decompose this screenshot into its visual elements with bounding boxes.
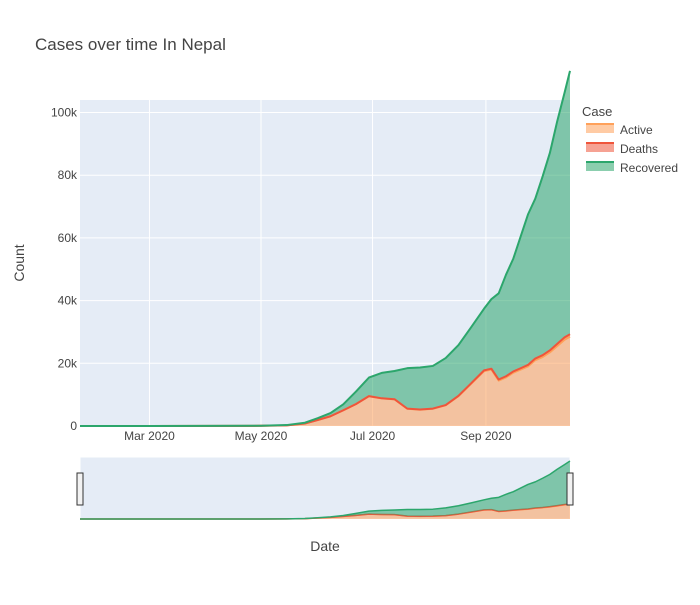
x-tick-labels: Mar 2020 May 2020 Jul 2020 Sep 2020	[124, 429, 512, 443]
deaths-legend-label[interactable]: Deaths	[620, 142, 658, 156]
recovered-legend-swatch	[586, 162, 614, 171]
y-tick-labels: 0 20k 40k 60k 80k 100k	[51, 106, 78, 433]
recovered-legend-label[interactable]: Recovered	[620, 161, 678, 175]
y-axis-label: Count	[11, 244, 27, 281]
deaths-legend-swatch	[586, 143, 614, 152]
series-areas	[80, 70, 570, 426]
y-tick-label: 0	[70, 419, 77, 433]
series-lines	[80, 70, 571, 427]
y-tick-label: 40k	[58, 294, 78, 308]
recovered-line	[80, 70, 571, 427]
x-tick-label: Sep 2020	[460, 429, 512, 443]
range-slider-left-handle[interactable]	[76, 472, 84, 506]
y-tick-label: 100k	[51, 106, 78, 120]
range-slider-right-handle[interactable]	[566, 472, 574, 506]
active-legend-label[interactable]: Active	[620, 123, 653, 137]
legend: Case Active Deaths Recovered	[582, 104, 678, 175]
active-area-preview	[80, 504, 570, 519]
deaths-line	[80, 333, 571, 427]
chart-title: Cases over time In Nepal	[35, 35, 226, 54]
y-tick-label: 20k	[58, 356, 78, 370]
x-tick-label: May 2020	[235, 429, 288, 443]
legend-title: Case	[582, 104, 612, 119]
y-tick-label: 80k	[58, 168, 78, 182]
x-tick-label: Jul 2020	[350, 429, 396, 443]
recovered-line-preview	[80, 460, 571, 520]
x-tick-label: Mar 2020	[124, 429, 175, 443]
range-slider-preview	[80, 460, 571, 520]
active-legend-swatch	[586, 124, 614, 133]
y-tick-label: 60k	[58, 231, 78, 245]
legend-items: Active Deaths Recovered	[586, 123, 678, 175]
x-axis-label: Date	[310, 538, 340, 554]
active-area	[80, 336, 570, 426]
